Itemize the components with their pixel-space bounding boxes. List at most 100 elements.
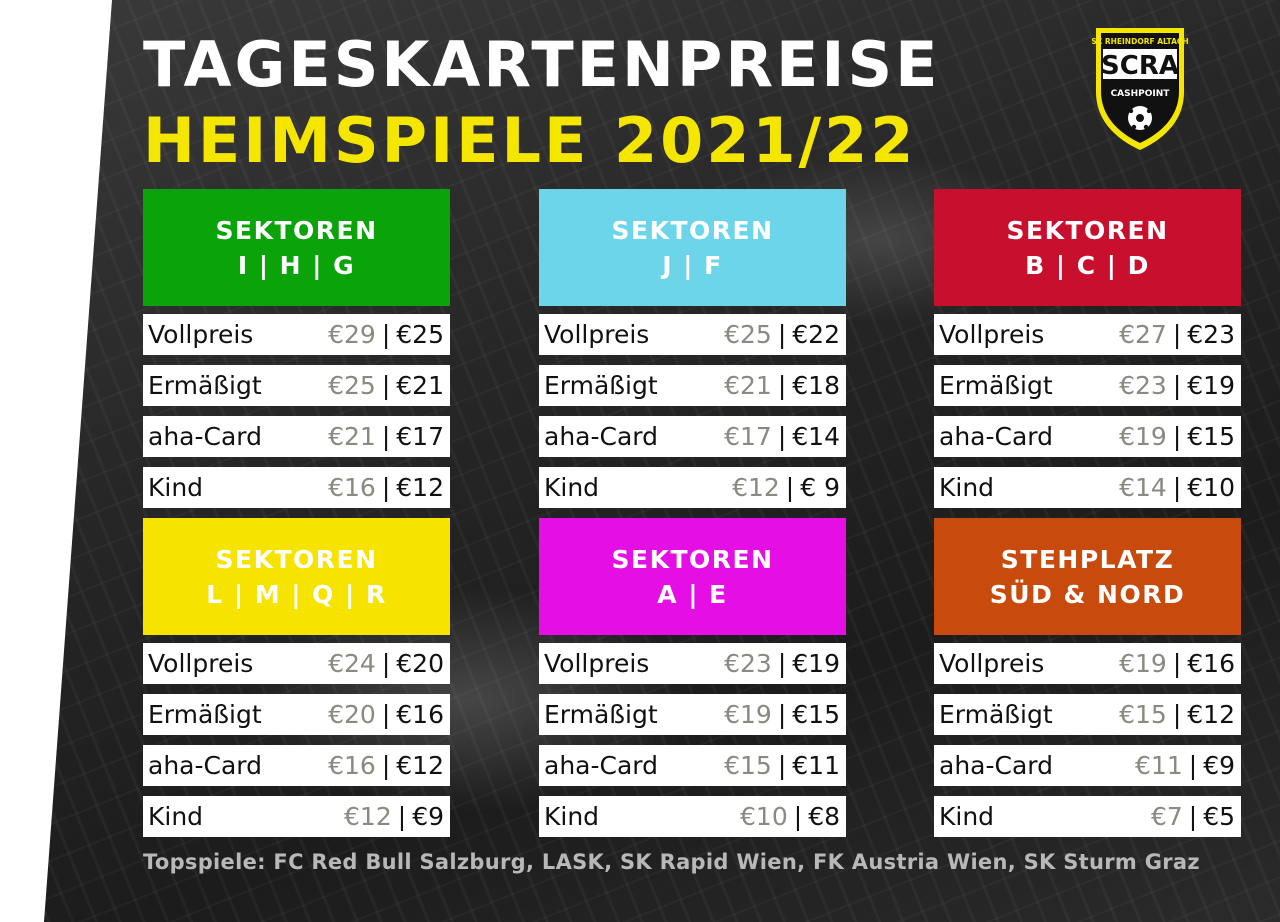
price-secondary: €19	[792, 649, 840, 678]
price-separator: |	[1172, 700, 1182, 729]
price-pair: €19 | €15	[1119, 422, 1235, 451]
price-primary: €11	[1135, 751, 1183, 780]
ticket-category: Vollpreis	[544, 320, 650, 349]
sector-header: SEKTOREN J | F	[539, 189, 846, 306]
price-separator: |	[777, 371, 787, 400]
price-block-sectors-ae: SEKTOREN A | E Vollpreis €23 | €19 Ermäßigt €…	[539, 518, 846, 837]
price-primary: €25	[724, 320, 772, 349]
page-title: TAGESKARTENPREISE	[143, 28, 941, 101]
price-primary: €23	[1119, 371, 1167, 400]
sector-header: SEKTOREN L | M | Q | R	[143, 518, 450, 635]
price-separator: |	[785, 473, 795, 502]
ticket-category: aha-Card	[544, 751, 658, 780]
price-separator: |	[1172, 371, 1182, 400]
price-secondary: €17	[396, 422, 444, 451]
price-pair: €16 | €12	[328, 473, 444, 502]
price-row: aha-Card €15 | €11	[539, 745, 846, 786]
price-secondary: €16	[396, 700, 444, 729]
price-primary: €15	[724, 751, 772, 780]
price-secondary: €15	[1187, 422, 1235, 451]
price-separator: |	[397, 802, 407, 831]
price-primary: €16	[328, 473, 376, 502]
price-block-sectors-jf: SEKTOREN J | F Vollpreis €25 | €22 Ermäßigt €…	[539, 189, 846, 508]
price-secondary: €14	[792, 422, 840, 451]
ticket-category: aha-Card	[939, 751, 1053, 780]
sector-title: SEKTOREN	[611, 215, 774, 245]
price-primary: €29	[328, 320, 376, 349]
price-separator: |	[381, 649, 391, 678]
price-secondary: €12	[1187, 700, 1235, 729]
price-row: Ermäßigt €20 | €16	[143, 694, 450, 735]
price-separator: |	[793, 802, 803, 831]
sector-title: SEKTOREN	[215, 544, 378, 574]
price-separator: |	[381, 422, 391, 451]
price-row: aha-Card €17 | €14	[539, 416, 846, 457]
sector-names: SÜD & NORD	[989, 579, 1186, 609]
price-pair: €19 | €15	[724, 700, 840, 729]
ticket-category: Vollpreis	[939, 649, 1045, 678]
price-pair: €24 | €20	[328, 649, 444, 678]
price-secondary: €25	[396, 320, 444, 349]
svg-text:SCRA: SCRA	[1101, 51, 1179, 81]
page-subtitle: HEIMSPIELE 2021/22	[143, 104, 917, 177]
price-primary: €20	[328, 700, 376, 729]
price-pair: €17 | €14	[724, 422, 840, 451]
sector-header: STEHPLATZ SÜD & NORD	[934, 518, 1241, 635]
price-secondary: €21	[396, 371, 444, 400]
price-separator: |	[777, 422, 787, 451]
ticket-category: Ermäßigt	[148, 371, 262, 400]
price-pair: €7 | €5	[1151, 802, 1235, 831]
sector-header: SEKTOREN B | C | D	[934, 189, 1241, 306]
ticket-category: Kind	[544, 802, 600, 831]
price-primary: €24	[328, 649, 376, 678]
price-primary: €19	[1119, 422, 1167, 451]
price-secondary: €19	[1187, 371, 1235, 400]
price-primary: €19	[1119, 649, 1167, 678]
price-secondary: €20	[396, 649, 444, 678]
price-separator: |	[777, 320, 787, 349]
ticket-category: Ermäßigt	[544, 700, 658, 729]
ticket-category: Ermäßigt	[939, 371, 1053, 400]
ticket-category: Ermäßigt	[544, 371, 658, 400]
price-pair: €12 | €9	[344, 802, 444, 831]
sector-header: SEKTOREN I | H | G	[143, 189, 450, 306]
svg-text:CASHPOINT: CASHPOINT	[1111, 89, 1171, 99]
price-block-sectors-bcd: SEKTOREN B | C | D Vollpreis €27 | €23 Ermäß…	[934, 189, 1241, 508]
price-separator: |	[1172, 320, 1182, 349]
sector-title: SEKTOREN	[611, 544, 774, 574]
price-secondary: € 9	[800, 473, 840, 502]
ticket-category: Ermäßigt	[148, 700, 262, 729]
price-pair: €16 | €12	[328, 751, 444, 780]
price-separator: |	[1172, 473, 1182, 502]
price-row: Ermäßigt €15 | €12	[934, 694, 1241, 735]
price-secondary: €18	[792, 371, 840, 400]
price-secondary: €12	[396, 473, 444, 502]
price-primary: €23	[724, 649, 772, 678]
price-secondary: €12	[396, 751, 444, 780]
price-secondary: €15	[792, 700, 840, 729]
ticket-category: Vollpreis	[148, 649, 254, 678]
price-primary: €12	[344, 802, 392, 831]
ticket-category: Vollpreis	[939, 320, 1045, 349]
sector-header: SEKTOREN A | E	[539, 518, 846, 635]
price-row: Ermäßigt €21 | €18	[539, 365, 846, 406]
sector-title: STEHPLATZ	[1000, 544, 1175, 574]
ticket-category: aha-Card	[148, 422, 262, 451]
price-pair: €23 | €19	[1119, 371, 1235, 400]
ticket-category: Vollpreis	[148, 320, 254, 349]
price-block-standing-sued-nord: STEHPLATZ SÜD & NORD Vollpreis €19 | €16 Erm…	[934, 518, 1241, 837]
price-secondary: €16	[1187, 649, 1235, 678]
price-row: aha-Card €19 | €15	[934, 416, 1241, 457]
top-games-note: Topspiele: FC Red Bull Salzburg, LASK, S…	[143, 850, 1200, 874]
price-primary: €15	[1119, 700, 1167, 729]
price-row: Ermäßigt €25 | €21	[143, 365, 450, 406]
price-row: aha-Card €16 | €12	[143, 745, 450, 786]
price-pair: €19 | €16	[1119, 649, 1235, 678]
sector-names: J | F	[662, 250, 723, 280]
price-secondary: €23	[1187, 320, 1235, 349]
price-separator: |	[777, 649, 787, 678]
price-pair: €27 | €23	[1119, 320, 1235, 349]
price-secondary: €8	[808, 802, 840, 831]
price-row: Kind €10 | €8	[539, 796, 846, 837]
